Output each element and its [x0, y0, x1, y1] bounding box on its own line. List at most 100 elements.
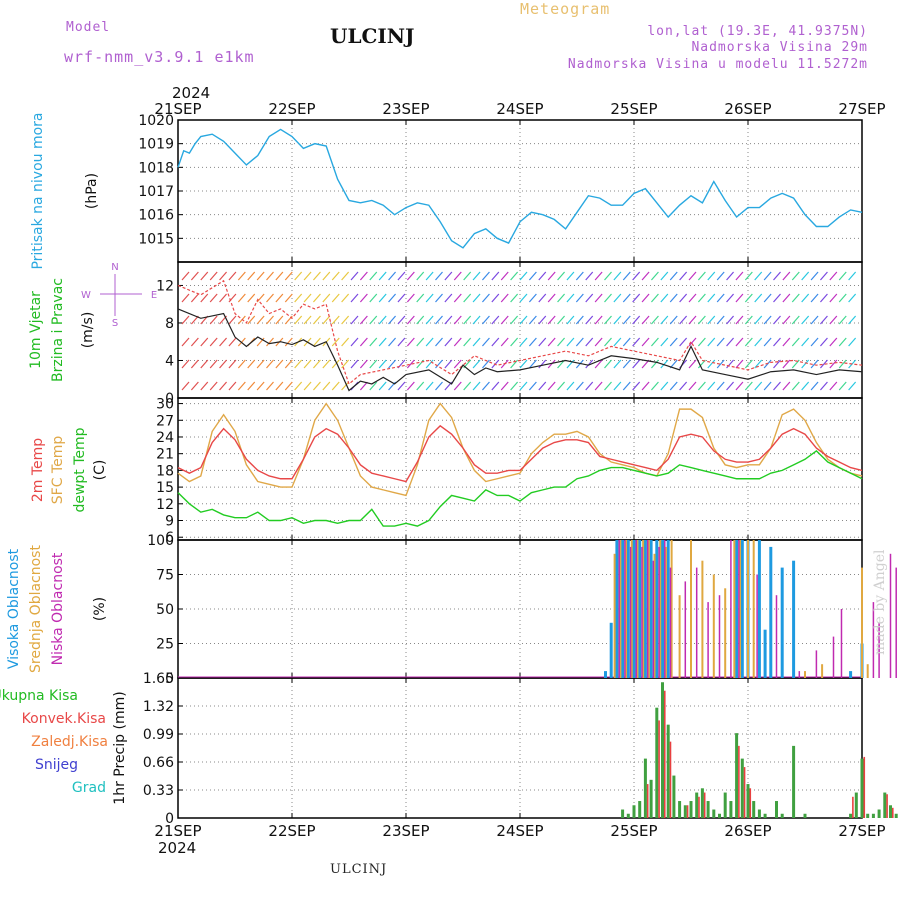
wind-barb	[481, 359, 490, 369]
wind-barb	[716, 381, 725, 391]
y-tick-label: 1016	[138, 208, 174, 224]
wind-barb	[538, 271, 547, 281]
precip-total-bar	[792, 745, 796, 818]
cloud-high-bar	[780, 567, 784, 678]
cloud-low-bar	[707, 602, 709, 678]
wind-barb	[688, 315, 697, 325]
cloud-high-bar	[649, 540, 653, 678]
x-tick-label-bottom: 25SEP	[610, 822, 657, 840]
model-label: Model	[66, 20, 111, 35]
wind-barb	[256, 293, 265, 303]
wind-barb	[519, 381, 528, 391]
precip-total-bar	[763, 813, 767, 818]
wind-barb	[350, 315, 359, 325]
wind-barb	[369, 271, 378, 281]
precip-conv-bar	[663, 690, 666, 818]
wind-barb	[388, 315, 397, 325]
y-tick-label: 1.32	[143, 699, 174, 715]
cloud-mid-bar	[642, 540, 645, 678]
wind-barb	[331, 359, 340, 369]
wind-barb	[294, 315, 303, 325]
precip-total-bar	[746, 784, 750, 818]
wind-barb	[444, 271, 453, 281]
wind-barb	[594, 293, 603, 303]
wind-barb	[744, 271, 753, 281]
wind-barb	[444, 293, 453, 303]
cloud-mid-bar	[678, 595, 681, 678]
wind-barb	[744, 293, 753, 303]
wind-barb	[190, 381, 199, 391]
wind-barb	[632, 293, 641, 303]
cloud-low-bar	[624, 540, 626, 678]
wind-barb	[819, 359, 828, 369]
precip-total-bar	[706, 801, 710, 818]
wind-barb	[697, 271, 706, 281]
wind-barb	[660, 315, 669, 325]
cloud-mid-bar	[752, 540, 755, 678]
wind-barb	[406, 293, 415, 303]
wind-barb	[782, 359, 791, 369]
precip-total-bar	[877, 809, 881, 818]
wind-barb	[763, 293, 772, 303]
wind-barb	[829, 271, 838, 281]
precip-total-bar	[695, 792, 699, 818]
wind-barb	[425, 271, 434, 281]
y-tick-label: 12	[156, 278, 174, 294]
cloud-high-bar	[849, 671, 853, 678]
station-footer: ULCINJ	[330, 862, 388, 877]
wind-barb	[500, 293, 509, 303]
wind-barb	[754, 271, 763, 281]
wind-barb	[819, 293, 828, 303]
wind-barb	[406, 315, 415, 325]
wind-barb	[435, 359, 443, 369]
wind-barb	[622, 337, 631, 347]
wind-barb	[388, 337, 397, 347]
cloud-low-bar	[832, 636, 835, 678]
cloud-low-bar	[658, 546, 660, 678]
wind-barb	[510, 315, 519, 325]
wind-barb	[303, 359, 312, 369]
wind-barb	[557, 381, 566, 391]
wind-barb	[669, 381, 678, 391]
cloud-low-bar	[664, 540, 666, 678]
y-tick-label: 15	[156, 480, 174, 496]
wind-barb	[604, 381, 612, 391]
wind-barb	[566, 315, 575, 325]
wind-barb	[266, 381, 274, 391]
wind-barb	[575, 337, 584, 347]
wind-barb	[190, 337, 199, 347]
wind-barb	[538, 315, 547, 325]
wind-barb	[266, 271, 274, 281]
wind-barb	[491, 271, 500, 281]
wind-barb	[444, 315, 453, 325]
wind-barb	[594, 315, 603, 325]
cloud-mid-bar	[619, 540, 622, 678]
wind-barb	[331, 337, 340, 347]
wind-barb	[378, 271, 387, 281]
wind-barb	[735, 315, 744, 325]
wind-barb	[510, 271, 519, 281]
precip-legend-item: Zaledj.Kisa	[31, 734, 108, 750]
wind-barb	[435, 381, 443, 391]
wind-barb	[669, 337, 678, 347]
wind-barb	[688, 359, 697, 369]
cloud-high-bar	[655, 540, 659, 678]
precip-conv-bar	[743, 767, 746, 818]
y-tick-label: 6	[165, 530, 174, 546]
wind-barb	[735, 271, 744, 281]
wind-barb	[416, 337, 425, 347]
wind-barb	[754, 337, 763, 347]
wind-barb	[660, 359, 669, 369]
wind-barb	[613, 359, 622, 369]
wind-barb	[829, 381, 838, 391]
compass-w: W	[81, 290, 91, 301]
wind-barb	[472, 271, 481, 281]
wind-barb	[519, 337, 528, 347]
wind-barb	[726, 271, 735, 281]
wind-barb	[275, 293, 284, 303]
wind-barb	[303, 315, 312, 325]
wind-barb	[266, 359, 274, 369]
wind-barb	[200, 381, 209, 391]
x-tick-label-top: 22SEP	[268, 100, 315, 118]
precip-legend-item: Grad	[72, 780, 106, 796]
